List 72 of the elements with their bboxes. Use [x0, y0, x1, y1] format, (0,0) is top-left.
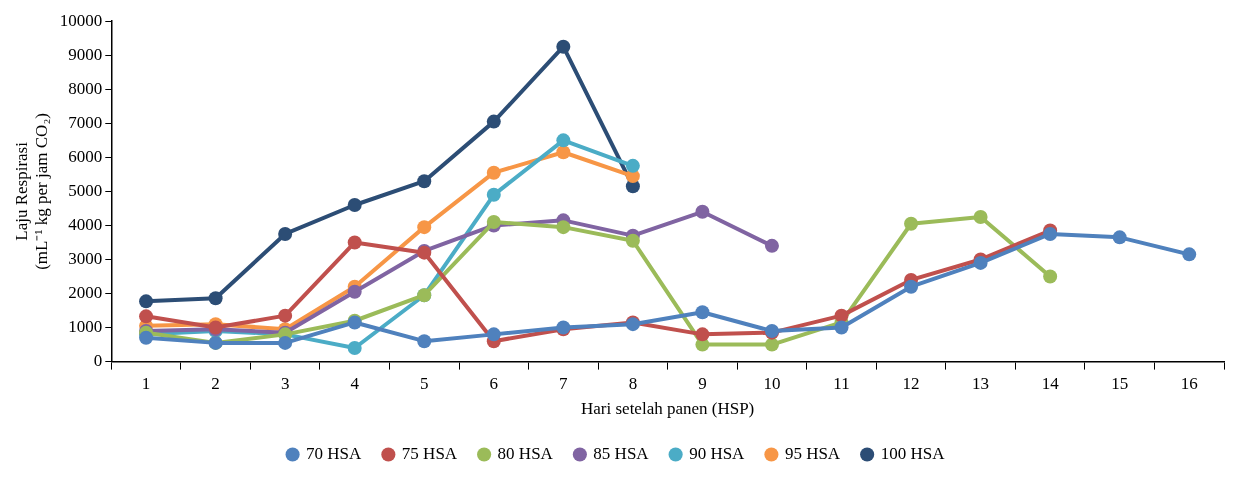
- x-tick-label: 7: [559, 373, 569, 393]
- point: [834, 320, 849, 335]
- x-tick-label: 4: [350, 373, 360, 393]
- point: [1043, 269, 1058, 284]
- x-tick-label: 8: [628, 373, 638, 393]
- point: [556, 220, 571, 235]
- legend-label: 80 HSA: [497, 443, 554, 463]
- y-tick-label: 8000: [68, 78, 103, 98]
- point: [347, 198, 362, 213]
- y-tick-label: 9000: [68, 44, 103, 64]
- y-tick-label: 4000: [68, 214, 103, 234]
- x-tick-label: 16: [1180, 373, 1198, 393]
- y-tick-label: 0: [93, 351, 103, 371]
- legend-label: 85 HSA: [593, 443, 650, 463]
- y-tick-label: 3000: [68, 248, 103, 268]
- point: [625, 233, 640, 248]
- point: [625, 158, 640, 173]
- point: [347, 284, 362, 299]
- point: [904, 279, 919, 294]
- legend-label: 70 HSA: [306, 443, 363, 463]
- point: [834, 308, 849, 323]
- y-tick-label: 1000: [68, 317, 103, 337]
- x-tick-label: 12: [902, 373, 920, 393]
- x-tick-label: 1: [141, 373, 151, 393]
- x-tick-label: 11: [833, 373, 850, 393]
- point: [973, 209, 988, 224]
- y-axis-title: Laju Respirasi (mL⁻¹ kg per jam CO₂): [11, 113, 52, 270]
- point: [486, 187, 501, 202]
- legend-label: 100 HSA: [880, 443, 946, 463]
- y-tick-label: 6000: [68, 146, 103, 166]
- x-tick-label: 5: [420, 373, 429, 393]
- point: [278, 308, 293, 323]
- point: [347, 235, 362, 250]
- y-tick-label: 5000: [68, 180, 103, 200]
- legend-label: 95 HSA: [784, 443, 841, 463]
- point: [556, 145, 571, 160]
- legend-label: 90 HSA: [689, 443, 746, 463]
- point: [486, 165, 501, 180]
- point: [1182, 247, 1197, 262]
- point: [764, 337, 779, 352]
- point: [556, 133, 571, 148]
- point: [139, 309, 154, 324]
- y-tick-label: 7000: [68, 112, 103, 132]
- point: [556, 39, 571, 54]
- x-tick-label: 13: [972, 373, 990, 393]
- point: [139, 294, 154, 309]
- y-tick-label: 10000: [59, 10, 103, 30]
- point: [1112, 230, 1127, 245]
- point: [208, 291, 223, 306]
- x-axis-title: Hari setelah panen (HSP): [581, 399, 755, 419]
- x-tick-label: 15: [1111, 373, 1129, 393]
- point: [695, 305, 710, 320]
- point: [417, 174, 432, 189]
- point: [417, 220, 432, 235]
- x-tick-label: 14: [1041, 373, 1060, 393]
- point: [695, 204, 710, 219]
- point: [278, 226, 293, 241]
- point: [347, 340, 362, 355]
- x-tick-label: 2: [211, 373, 220, 393]
- point: [486, 114, 501, 129]
- point: [764, 238, 779, 253]
- point: [417, 334, 432, 349]
- x-tick-label: 6: [489, 373, 499, 393]
- point: [695, 327, 710, 342]
- point: [486, 327, 501, 342]
- x-tick-label: 9: [698, 373, 707, 393]
- point: [278, 335, 293, 350]
- x-tick-label: 3: [280, 373, 290, 393]
- y-tick-label: 2000: [68, 282, 103, 302]
- x-tick-label: 10: [763, 373, 781, 393]
- point: [904, 216, 919, 231]
- legend-label: 75 HSA: [401, 443, 458, 463]
